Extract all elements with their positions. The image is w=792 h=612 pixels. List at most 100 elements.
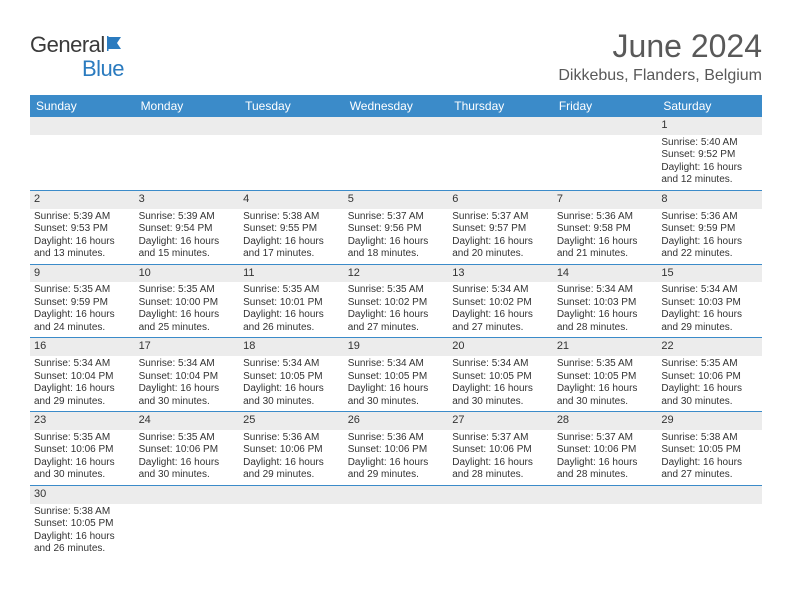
day-number [135,117,240,135]
day-number [239,117,344,135]
daylight-line: Daylight: 16 hours and 20 minutes. [452,236,549,261]
sunrise-line: Sunrise: 5:34 AM [557,284,654,297]
daylight-line: Daylight: 16 hours and 28 minutes. [557,457,654,482]
month-title: June 2024 [558,28,762,65]
day-number: 11 [239,264,344,282]
sunset-line: Sunset: 10:05 PM [243,371,340,384]
day-number: 14 [553,264,658,282]
daylight-line: Daylight: 16 hours and 27 minutes. [348,309,445,334]
sunset-line: Sunset: 10:06 PM [557,444,654,457]
day-header: Sunday [30,95,135,117]
daylight-line: Daylight: 16 hours and 29 minutes. [348,457,445,482]
day-info: Sunrise: 5:39 AMSunset: 9:54 PMDaylight:… [135,209,240,265]
week-number-row: 23242526272829 [30,412,762,430]
week-number-row: 30 [30,485,762,503]
day-number [239,485,344,503]
sunset-line: Sunset: 10:02 PM [348,297,445,310]
sunrise-line: Sunrise: 5:35 AM [139,284,236,297]
daylight-line: Daylight: 16 hours and 29 minutes. [34,383,131,408]
day-number [657,485,762,503]
day-info: Sunrise: 5:35 AMSunset: 10:02 PMDaylight… [344,282,449,338]
day-header: Thursday [448,95,553,117]
sunrise-line: Sunrise: 5:35 AM [34,432,131,445]
sunrise-line: Sunrise: 5:38 AM [34,506,131,519]
day-info: Sunrise: 5:34 AMSunset: 10:04 PMDaylight… [30,356,135,412]
daylight-line: Daylight: 16 hours and 30 minutes. [452,383,549,408]
day-number: 12 [344,264,449,282]
day-info: Sunrise: 5:35 AMSunset: 10:06 PMDaylight… [30,430,135,486]
week-info-row: Sunrise: 5:34 AMSunset: 10:04 PMDaylight… [30,356,762,412]
day-number: 2 [30,190,135,208]
header: General June 2024 Dikkebus, Flanders, Be… [30,28,762,85]
daylight-line: Daylight: 16 hours and 27 minutes. [661,457,758,482]
sunrise-line: Sunrise: 5:36 AM [348,432,445,445]
sunrise-line: Sunrise: 5:40 AM [661,137,758,150]
sunrise-line: Sunrise: 5:35 AM [661,358,758,371]
day-info: Sunrise: 5:37 AMSunset: 10:06 PMDaylight… [448,430,553,486]
sunset-line: Sunset: 10:06 PM [139,444,236,457]
day-info [30,135,135,191]
day-number: 1 [657,117,762,135]
daylight-line: Daylight: 16 hours and 26 minutes. [34,531,131,556]
day-number [553,485,658,503]
week-number-row: 9101112131415 [30,264,762,282]
day-number: 9 [30,264,135,282]
sunrise-line: Sunrise: 5:39 AM [139,211,236,224]
sunset-line: Sunset: 10:06 PM [243,444,340,457]
sunset-line: Sunset: 9:56 PM [348,223,445,236]
daylight-line: Daylight: 16 hours and 24 minutes. [34,309,131,334]
day-number: 22 [657,338,762,356]
sunset-line: Sunset: 10:05 PM [661,444,758,457]
logo-text-blue: Blue [82,56,124,81]
day-number: 27 [448,412,553,430]
day-info: Sunrise: 5:35 AMSunset: 10:05 PMDaylight… [553,356,658,412]
day-info [448,504,553,559]
day-info: Sunrise: 5:38 AMSunset: 10:05 PMDaylight… [657,430,762,486]
daylight-line: Daylight: 16 hours and 22 minutes. [661,236,758,261]
day-info: Sunrise: 5:38 AMSunset: 10:05 PMDaylight… [30,504,135,559]
sunset-line: Sunset: 10:05 PM [34,518,131,531]
day-info: Sunrise: 5:36 AMSunset: 10:06 PMDaylight… [239,430,344,486]
sunset-line: Sunset: 10:06 PM [34,444,131,457]
day-number: 24 [135,412,240,430]
sunrise-line: Sunrise: 5:37 AM [557,432,654,445]
sunset-line: Sunset: 9:54 PM [139,223,236,236]
sunrise-line: Sunrise: 5:35 AM [348,284,445,297]
day-number: 16 [30,338,135,356]
calendar-table: SundayMondayTuesdayWednesdayThursdayFrid… [30,95,762,559]
day-number: 8 [657,190,762,208]
daylight-line: Daylight: 16 hours and 25 minutes. [139,309,236,334]
daylight-line: Daylight: 16 hours and 28 minutes. [452,457,549,482]
sunrise-line: Sunrise: 5:37 AM [348,211,445,224]
week-number-row: 16171819202122 [30,338,762,356]
daylight-line: Daylight: 16 hours and 30 minutes. [557,383,654,408]
sunset-line: Sunset: 10:04 PM [34,371,131,384]
day-header: Tuesday [239,95,344,117]
sunset-line: Sunset: 10:03 PM [661,297,758,310]
day-info [344,504,449,559]
day-info: Sunrise: 5:34 AMSunset: 10:05 PMDaylight… [239,356,344,412]
sunrise-line: Sunrise: 5:39 AM [34,211,131,224]
day-number: 6 [448,190,553,208]
day-info [657,504,762,559]
location: Dikkebus, Flanders, Belgium [558,67,762,85]
day-number [344,485,449,503]
daylight-line: Daylight: 16 hours and 30 minutes. [139,457,236,482]
day-info: Sunrise: 5:35 AMSunset: 10:06 PMDaylight… [657,356,762,412]
daylight-line: Daylight: 16 hours and 30 minutes. [661,383,758,408]
week-info-row: Sunrise: 5:39 AMSunset: 9:53 PMDaylight:… [30,209,762,265]
day-number: 3 [135,190,240,208]
sunset-line: Sunset: 9:59 PM [661,223,758,236]
day-number: 5 [344,190,449,208]
daylight-line: Daylight: 16 hours and 30 minutes. [34,457,131,482]
day-info [239,135,344,191]
day-info [135,504,240,559]
day-info: Sunrise: 5:36 AMSunset: 9:59 PMDaylight:… [657,209,762,265]
day-number: 28 [553,412,658,430]
day-info: Sunrise: 5:35 AMSunset: 10:00 PMDaylight… [135,282,240,338]
sunset-line: Sunset: 9:55 PM [243,223,340,236]
day-number: 23 [30,412,135,430]
day-info: Sunrise: 5:35 AMSunset: 9:59 PMDaylight:… [30,282,135,338]
daylight-line: Daylight: 16 hours and 26 minutes. [243,309,340,334]
day-number: 21 [553,338,658,356]
